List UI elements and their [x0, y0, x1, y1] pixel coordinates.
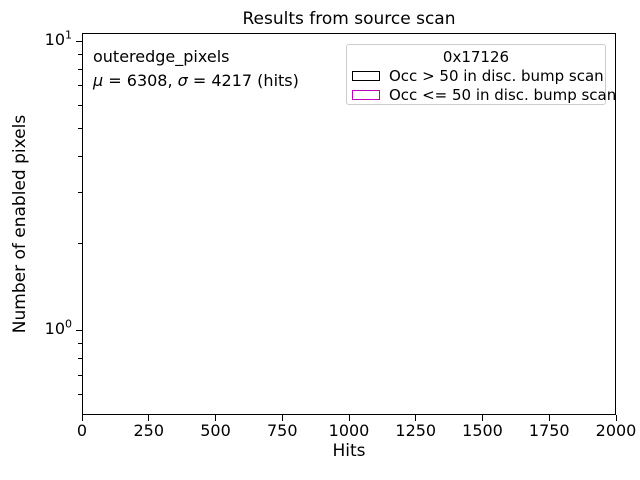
- y-minor-tick: [78, 155, 82, 157]
- stats-text: = 6308,: [103, 71, 178, 90]
- x-tick: [281, 415, 283, 421]
- x-tick: [215, 415, 216, 421]
- legend-entry-label: Occ > 50 in disc. bump scan: [389, 66, 604, 85]
- annotation-stats: μ = 6308, σ = 4217 (hits): [93, 71, 299, 90]
- x-tick-label: 750: [266, 421, 298, 440]
- legend-entry: Occ <= 50 in disc. bump scan: [347, 85, 616, 104]
- y-minor-tick: [78, 85, 82, 87]
- y-tick-label: 101: [44, 28, 72, 50]
- legend-entry: Occ > 50 in disc. bump scan: [347, 66, 605, 85]
- legend-title: 0x17126: [442, 48, 510, 66]
- y-minor-tick: [78, 191, 82, 193]
- chart-title: Results from source scan: [242, 9, 456, 29]
- y-tick-label: 100: [44, 318, 72, 339]
- y-axis-label: Number of enabled pixels: [10, 114, 30, 334]
- x-tick-label: 1250: [395, 421, 437, 440]
- x-tick-label: 1500: [462, 421, 503, 440]
- y-minor-tick: [78, 357, 82, 359]
- x-tick: [482, 415, 483, 421]
- x-tick-label: 500: [200, 421, 231, 440]
- legend-box: 0x17126 Occ > 50 in disc. bump scan Occ <…: [346, 44, 616, 105]
- x-tick-label: 1000: [328, 421, 370, 440]
- x-axis-label: Hits: [332, 441, 366, 461]
- math-symbol: σ: [177, 71, 188, 90]
- y-minor-tick: [78, 127, 82, 129]
- y-minor-tick: [78, 242, 82, 244]
- math-symbol: μ: [93, 71, 104, 90]
- y-minor-tick: [78, 394, 82, 396]
- legend-entries: Occ > 50 in disc. bump scan Occ <= 50 in …: [347, 66, 616, 104]
- x-tick-label: 0: [76, 421, 88, 440]
- x-tick-label: 1750: [528, 421, 570, 440]
- y-minor-tick: [78, 374, 82, 376]
- y-tick: [76, 329, 82, 331]
- x-tick: [415, 415, 417, 421]
- x-tick-label: 2000: [595, 421, 637, 440]
- legend-swatch-icon: [352, 70, 380, 81]
- x-tick: [148, 415, 150, 421]
- x-tick: [348, 415, 350, 421]
- y-minor-tick: [78, 53, 82, 55]
- y-tick: [76, 40, 82, 42]
- y-minor-tick: [78, 104, 82, 106]
- x-tick: [615, 415, 617, 421]
- y-minor-tick: [78, 343, 82, 345]
- legend-entry-label: Occ <= 50 in disc. bump scan: [389, 85, 617, 104]
- x-tick: [81, 415, 83, 421]
- stats-text: = 4217 (hits): [187, 71, 299, 90]
- x-tick: [548, 415, 550, 421]
- legend-swatch-icon: [352, 89, 380, 100]
- y-minor-tick: [78, 68, 82, 70]
- annotation-name: outeredge_pixels: [93, 47, 230, 66]
- x-tick-label: 250: [133, 421, 165, 440]
